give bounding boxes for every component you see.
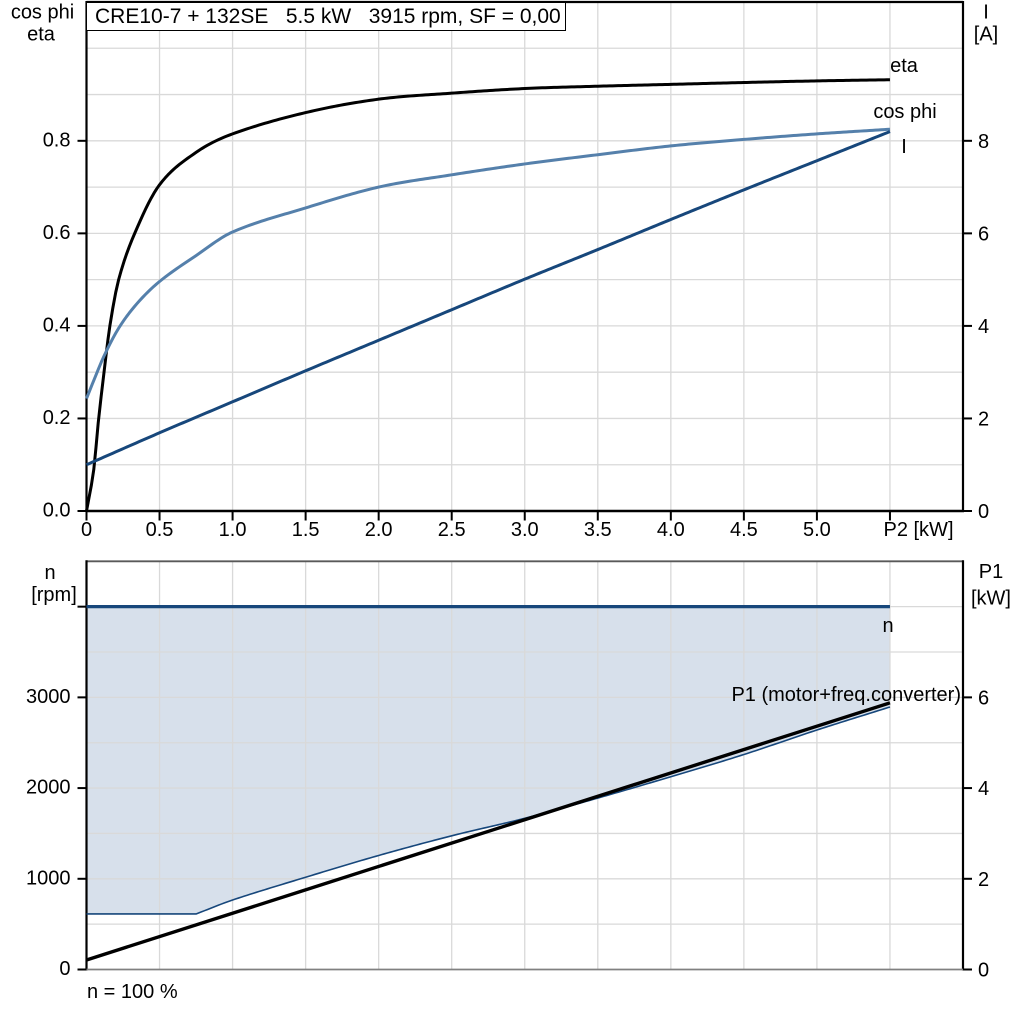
x-tick-label: 1.0	[219, 519, 247, 541]
x-tick-label: 5.0	[803, 519, 831, 541]
y-left-tick-label: 0.4	[43, 314, 71, 336]
y-right-tick-label: 0	[978, 501, 989, 523]
y-right-tick-label: 0	[978, 960, 989, 982]
y-left-tick-label: 2000	[26, 777, 71, 799]
x-tick-label: 3.5	[584, 519, 612, 541]
y-left-tick-label: 1000	[26, 867, 71, 889]
chart-title: CRE10-7 + 132SE 5.5 kW 3915 rpm, SF = 0,…	[95, 4, 561, 28]
y-right-header-line2: [A]	[974, 24, 998, 46]
cos-phi-curve	[85, 127, 891, 400]
p1-motor-freq-converter--curve	[85, 701, 891, 962]
curve-label-p1-motor-freq-converter-: P1 (motor+freq.converter)	[731, 684, 961, 706]
x-tick-label: 2.5	[438, 519, 466, 541]
y-right-tick-label: 6	[978, 223, 989, 245]
x-tick-label: 4.0	[657, 519, 685, 541]
x-tick-label: 2.0	[365, 519, 393, 541]
y-left-tick-label: 0	[59, 958, 70, 980]
y-left-tick-label: 0.8	[43, 129, 71, 151]
x-tick-label: 0.5	[146, 519, 174, 541]
curve-label-i: I	[901, 136, 907, 158]
curve-label-cos-phi: cos phi	[873, 101, 936, 123]
y-right-tick-label: 2	[978, 408, 989, 430]
y-left-header-line2: [rpm]	[31, 584, 77, 606]
speed-range-area	[86, 606, 890, 914]
y-right-header-line2: [kW]	[971, 588, 1011, 610]
x-tick-label: 0	[81, 519, 92, 541]
y-right-tick-label: 4	[978, 316, 989, 338]
y-right-tick-label: 6	[978, 687, 989, 709]
y-left-header-line2: eta	[27, 24, 56, 46]
x-tick-label: 1.5	[292, 519, 320, 541]
chart-title-box: CRE10-7 + 132SE 5.5 kW 3915 rpm, SF = 0,…	[86, 2, 566, 31]
eta-curve	[85, 78, 890, 512]
x-tick-label: 4.5	[730, 519, 758, 541]
y-left-header-line1: cos phi	[11, 2, 74, 24]
y-left-tick-label: 0.2	[43, 407, 71, 429]
y-left-tick-label: 0.6	[43, 222, 71, 244]
curve-label-eta: eta	[890, 55, 919, 77]
y-right-tick-label: 8	[978, 131, 989, 153]
y-right-header-line1: P1	[979, 561, 1003, 583]
y-right-header-line1: I	[983, 2, 989, 24]
i-curve	[85, 130, 891, 467]
curve-label-n: n	[882, 615, 893, 637]
x-axis-unit-label: P2 [kW]	[883, 519, 953, 541]
y-left-header-line1: n	[44, 562, 55, 584]
y-right-tick-label: 4	[978, 778, 989, 800]
y-left-tick-label: 0.0	[43, 500, 71, 522]
x-tick-label: 3.0	[511, 519, 539, 541]
footnote: n = 100 %	[87, 981, 178, 1003]
y-right-tick-label: 2	[978, 869, 989, 891]
y-left-tick-label: 3000	[26, 686, 71, 708]
